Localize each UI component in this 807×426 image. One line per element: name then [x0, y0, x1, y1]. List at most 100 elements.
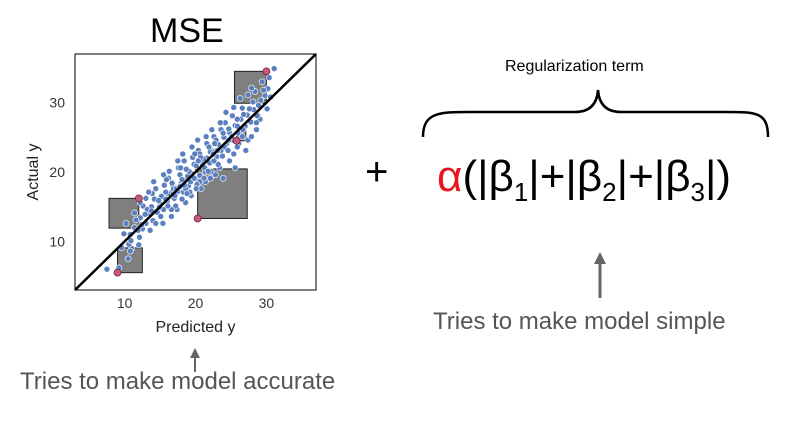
scatter-point: [260, 86, 267, 94]
scatter-point: [192, 185, 200, 192]
highlighted-point: [262, 67, 271, 76]
scatter-point: [217, 119, 224, 127]
scatter-point: [219, 152, 226, 160]
scatter-point: [230, 150, 238, 158]
beta-subscript: 3: [690, 177, 705, 207]
scatter-point: [135, 241, 143, 249]
formula-part: |+|β: [528, 152, 603, 201]
scatter-point: [188, 143, 196, 151]
scatter-point: [253, 119, 260, 127]
scatter-point: [180, 157, 188, 165]
identity-line: [74, 53, 317, 291]
scatter-point: [225, 125, 233, 133]
scatter-point: [127, 237, 135, 245]
scatter-point: [219, 174, 227, 182]
regularization-brace: [421, 89, 770, 138]
highlighted-point: [134, 194, 143, 203]
scatter-point: [122, 220, 130, 227]
x-tick-label: 20: [188, 295, 204, 311]
scatter-point: [165, 168, 173, 175]
scatter-point: [234, 143, 241, 151]
regularization-label: Regularization term: [505, 58, 644, 75]
scatter-point: [249, 98, 257, 106]
scatter-point: [178, 195, 186, 203]
scatter-point: [211, 140, 218, 147]
accuracy-caption: Tries to make model accurate: [20, 368, 336, 395]
scatter-point: [248, 133, 255, 140]
scatter-point: [242, 147, 250, 154]
scatter-point: [212, 171, 219, 179]
scatter-point: [219, 129, 227, 137]
scatter-point: [200, 174, 208, 182]
scatter-point: [161, 181, 168, 189]
scatter-point: [231, 164, 239, 172]
scatter-point: [178, 176, 186, 183]
scatter-point: [103, 265, 111, 273]
highlighted-point: [232, 136, 241, 145]
scatter-point: [142, 195, 150, 202]
scatter-point: [159, 220, 167, 227]
beta-subscript: 2: [602, 177, 617, 207]
scatter-point: [214, 161, 222, 168]
scatter-point: [236, 95, 244, 102]
scatter-point: [163, 176, 170, 183]
scatter-point: [168, 179, 176, 187]
scatter-point: [210, 157, 218, 165]
simplicity-arrow: [594, 252, 606, 298]
scatter-point: [202, 133, 210, 140]
scatter-point: [226, 157, 233, 165]
scatter-point: [195, 157, 202, 165]
scatter-point: [208, 126, 216, 133]
scatter-point: [174, 157, 182, 165]
beta-subscript: 1: [513, 177, 529, 207]
scatter-point: [204, 168, 212, 175]
y-tick-label: 30: [49, 95, 65, 111]
scatter-point: [194, 136, 201, 144]
scatter-point: [172, 202, 179, 210]
scatter-point: [238, 133, 246, 140]
scatter-point: [234, 115, 241, 123]
scatter-point: [238, 104, 246, 112]
scatter-point: [255, 102, 262, 109]
scatter-point: [131, 209, 138, 217]
scatter-point: [207, 174, 214, 182]
scatter-point: [230, 104, 238, 111]
scatter-point: [191, 150, 199, 158]
scatter-point: [240, 111, 247, 118]
scatter-point: [258, 78, 266, 86]
scatter-point: [234, 122, 241, 130]
scatter-point: [136, 233, 143, 241]
plus-operator: +: [365, 150, 389, 194]
scatter-point: [126, 247, 134, 255]
scatter-point: [261, 92, 269, 99]
scatter-point: [145, 188, 153, 196]
accuracy-arrow: [190, 348, 200, 372]
x-tick-label: 30: [259, 295, 275, 311]
scatter-point: [182, 165, 190, 173]
scatter-point: [244, 91, 252, 99]
plot-frame: [74, 53, 317, 291]
x-tick-label: 10: [117, 295, 133, 311]
x-axis-label: Predicted y: [155, 319, 235, 336]
alpha-symbol: α: [437, 152, 463, 201]
formula-part: |): [704, 152, 732, 201]
simplicity-caption: Tries to make model simple: [433, 308, 726, 335]
scatter-point: [205, 143, 213, 151]
formula-part: |+|β: [616, 152, 691, 201]
plot-title: MSE: [150, 12, 224, 50]
scatter-point: [253, 126, 260, 133]
scatter-point: [270, 65, 278, 72]
scatter-point: [222, 109, 230, 116]
scatter-point: [263, 105, 271, 113]
scatter-point: [183, 190, 191, 197]
y-tick-label: 20: [49, 164, 65, 180]
scatter-point: [152, 185, 160, 192]
scatter-point: [146, 227, 154, 234]
scatter-point: [164, 202, 172, 210]
scatter-point: [141, 211, 149, 218]
scatter-point: [190, 174, 198, 182]
y-axis-label: Actual y: [25, 144, 42, 201]
scatter-point: [229, 112, 236, 120]
scatter-point: [162, 188, 170, 196]
